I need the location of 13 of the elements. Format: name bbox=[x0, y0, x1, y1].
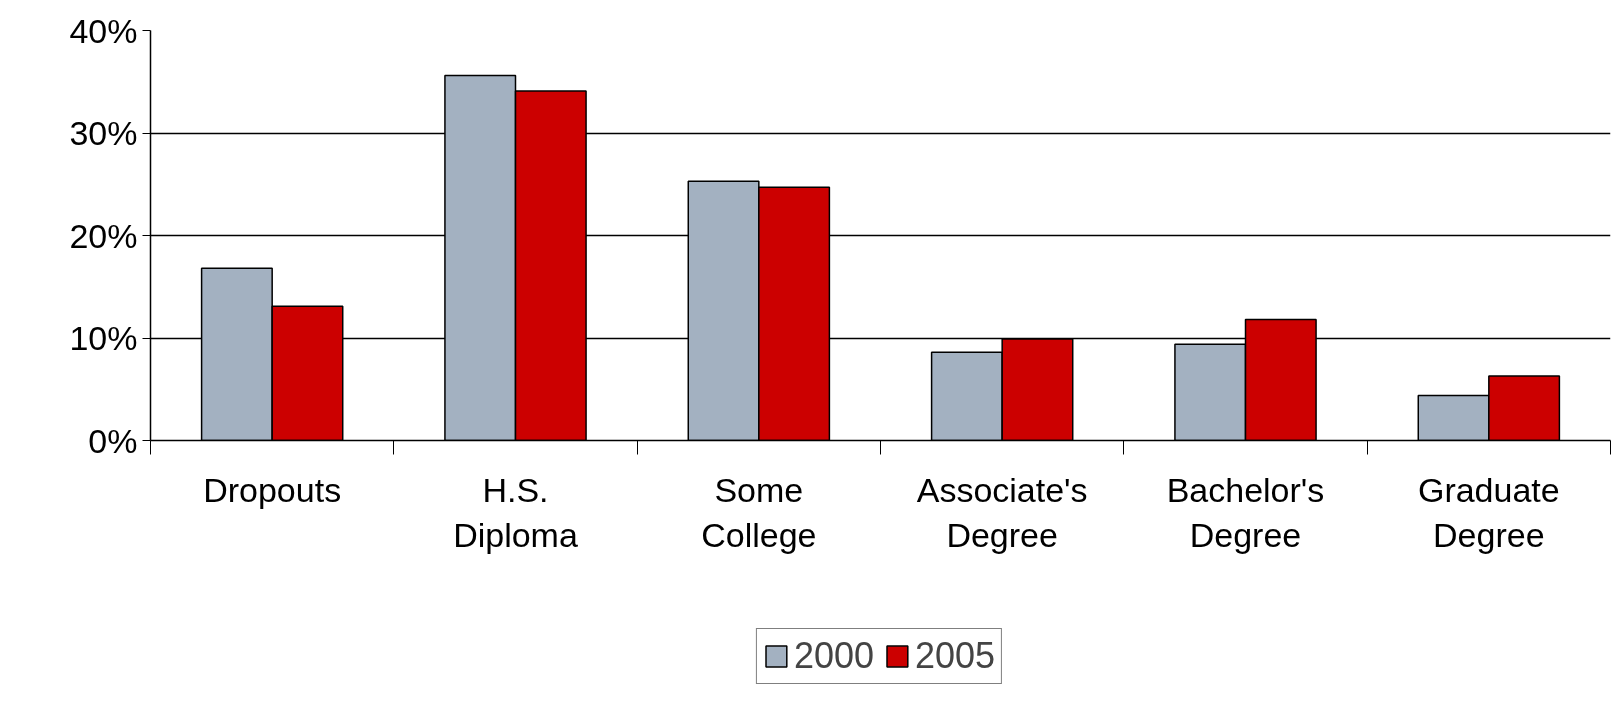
y-tick-label: 40% bbox=[69, 11, 138, 50]
legend-label: 2005 bbox=[915, 635, 996, 677]
x-tick-label: Bachelor's Degree bbox=[1166, 470, 1325, 555]
y-tick-label: 10% bbox=[69, 319, 138, 357]
x-tick-label: H.S. Diploma bbox=[453, 470, 578, 555]
x-tick-label: Dropouts bbox=[203, 470, 342, 509]
y-tick-label: 30% bbox=[69, 114, 138, 152]
x-tick-label: Some College bbox=[701, 470, 817, 555]
legend-label: 2000 bbox=[793, 635, 874, 677]
x-tick-label: Graduate Degree bbox=[1417, 470, 1560, 555]
y-tick-label: 0% bbox=[88, 421, 138, 460]
x-tick-label: Associate's Degree bbox=[916, 470, 1088, 555]
y-tick-label: 20% bbox=[69, 216, 138, 255]
